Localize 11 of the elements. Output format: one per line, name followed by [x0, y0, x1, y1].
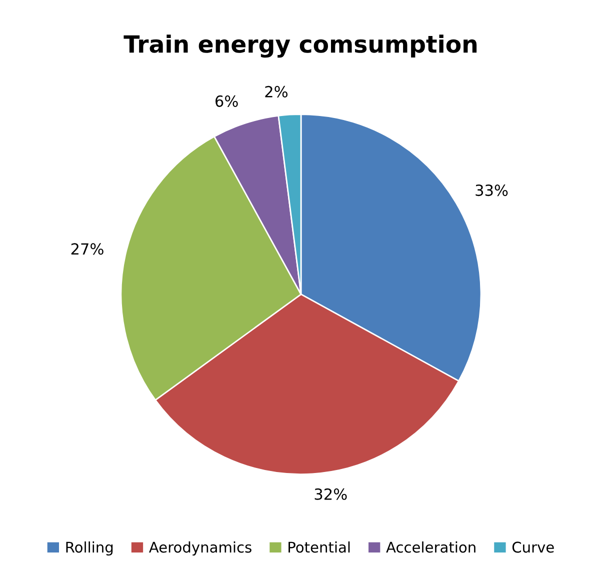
legend-label: Acceleration [386, 541, 476, 553]
data-label: 6% [216, 95, 238, 107]
data-label: 33% [476, 184, 508, 196]
chart-title: Train energy comsumption [124, 34, 477, 58]
legend-label: Curve [512, 542, 554, 553]
data-label: 27% [71, 243, 104, 255]
legend-label: Potential [288, 541, 350, 553]
legend-label: Rolling [66, 541, 113, 556]
legend-label: Aerodynamics [149, 541, 252, 556]
data-label: 2% [265, 86, 288, 98]
data-label: 32% [314, 488, 347, 500]
